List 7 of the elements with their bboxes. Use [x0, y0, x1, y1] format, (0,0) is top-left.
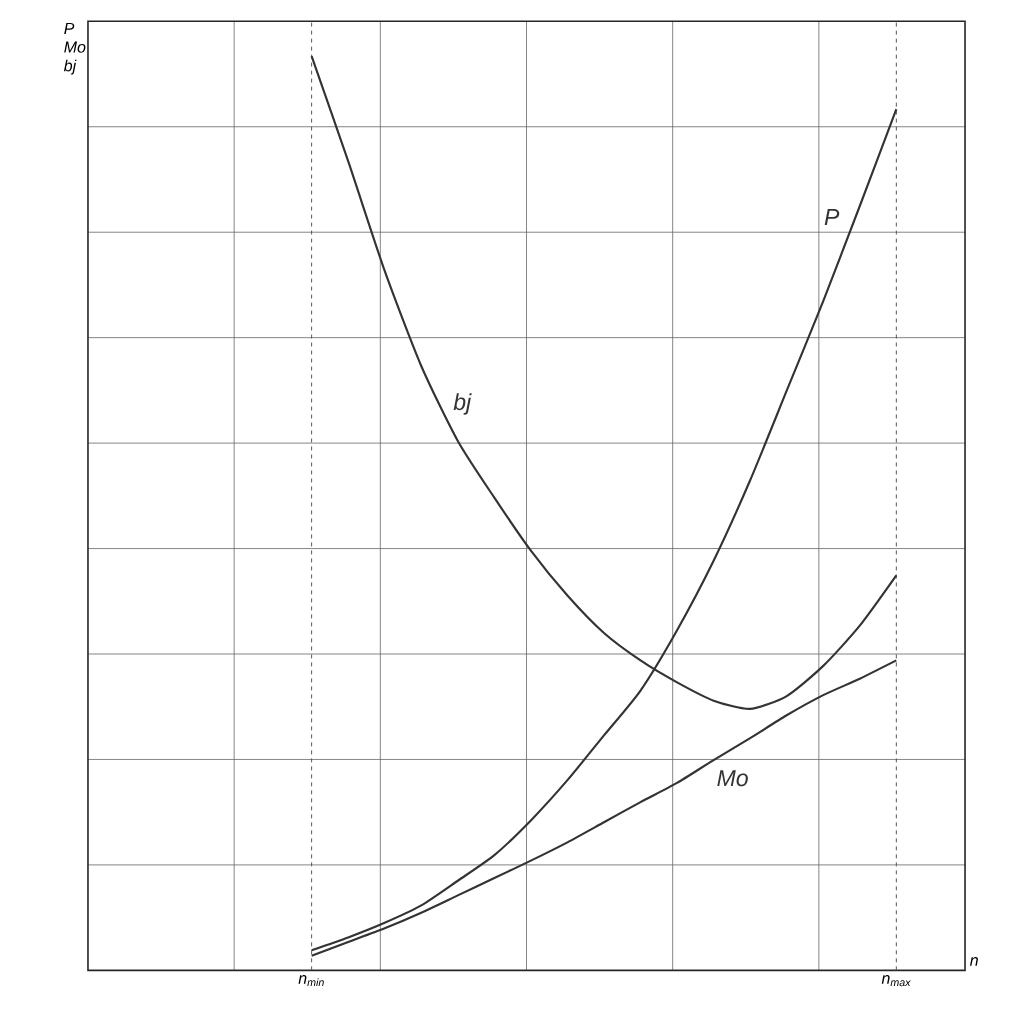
x-tick-label: n$_{min}$ — [298, 975, 324, 987]
series-label: Mo — [717, 770, 749, 787]
series-label: P — [824, 209, 840, 225]
text: P Mo bj — [64, 22, 86, 75]
series-label: bj — [453, 393, 472, 415]
x-tick-label: n$_{max}$ — [881, 975, 911, 987]
x-axis-title: n — [970, 957, 979, 966]
